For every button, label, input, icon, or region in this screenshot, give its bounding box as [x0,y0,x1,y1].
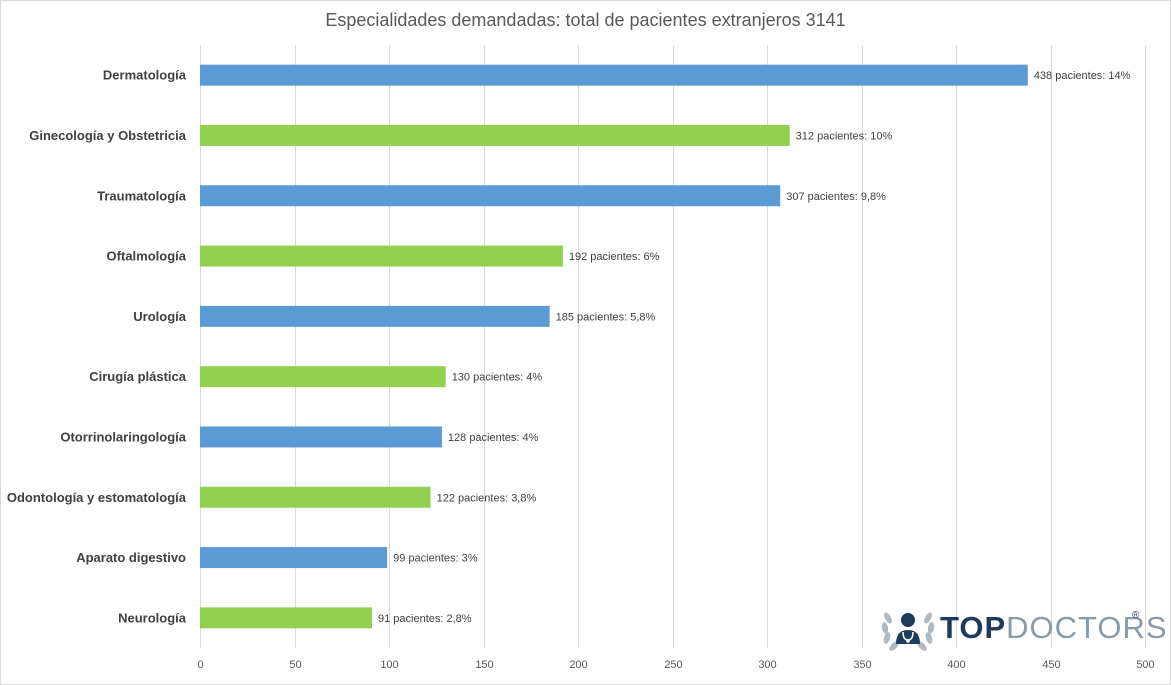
data-label: 312 pacientes: 10% [796,130,893,142]
category-label: Oftalmología [107,249,187,264]
logo-wordmark: TOPDOCTORS [940,610,1168,646]
category-label: Aparato digestivo [76,550,186,565]
bar [200,64,1028,86]
bar [200,426,442,448]
data-label: 99 pacientes: 3% [393,553,478,565]
bar [200,486,431,508]
x-tick-label: 300 [758,659,776,671]
bar [200,366,446,388]
category-label: Odontología y estomatología [7,490,187,505]
data-label: 192 pacientes: 6% [569,251,660,263]
x-tick-label: 500 [1136,659,1154,671]
category-label: Ginecología y Obstetricia [29,128,187,143]
x-tick-label: 450 [1042,659,1060,671]
category-label: Otorrinolaringología [60,429,186,444]
x-tick-label: 350 [853,659,871,671]
category-label: Neurología [118,610,187,625]
bar [200,607,372,629]
x-tick-label: 200 [569,659,587,671]
category-label: Dermatología [103,68,187,83]
x-tick-label: 50 [289,659,301,671]
bar [200,124,790,146]
data-label: 130 pacientes: 4% [452,372,543,384]
data-label: 307 pacientes: 9,8% [786,191,886,203]
x-tick-label: 100 [380,659,398,671]
data-label: 91 pacientes: 2,8% [378,613,472,625]
bar [200,305,550,327]
x-tick-label: 400 [947,659,965,671]
bar [200,245,563,267]
doctor-laurel-icon [881,612,935,651]
category-label: Cirugía plástica [89,369,187,384]
data-label: 185 pacientes: 5,8% [556,311,656,323]
category-label: Traumatología [97,188,187,203]
logo-word-top: TOP [940,610,1007,645]
data-label: 122 pacientes: 3,8% [437,492,537,504]
bar [200,185,781,207]
x-tick-label: 250 [664,659,682,671]
category-label: Urología [133,309,186,324]
x-tick-label: 150 [475,659,493,671]
data-label: 128 pacientes: 4% [448,432,539,444]
data-label: 438 pacientes: 14% [1034,70,1131,82]
logo-registered-mark: ® [1132,610,1140,621]
x-tick-label: 0 [197,659,203,671]
bar [200,547,388,569]
chart-title: Especialidades demandadas: total de paci… [325,10,846,30]
topdoctors-logo: TOPDOCTORS ® [878,598,1167,658]
logo-word-doctors: DOCTORS [1006,610,1168,645]
